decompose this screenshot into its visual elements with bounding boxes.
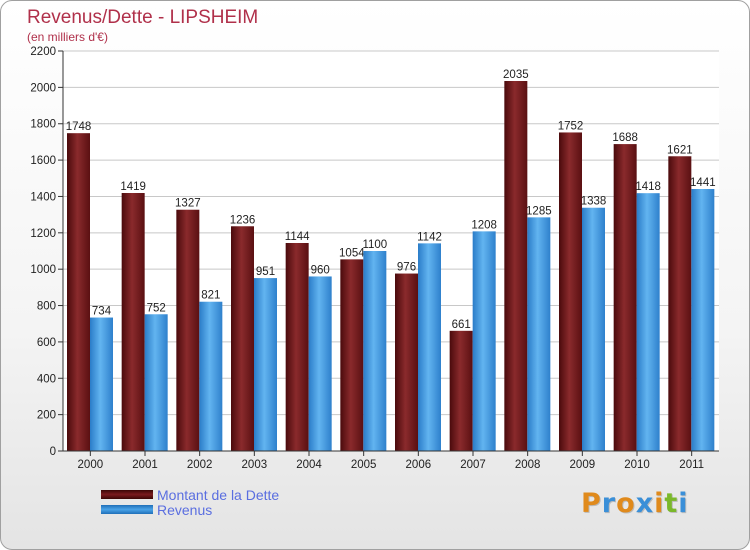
chart-title: Revenus/Dette - LIPSHEIM — [27, 7, 259, 28]
x-tick-label: 2001 — [132, 459, 158, 471]
y-tick-label: 1000 — [30, 264, 56, 276]
legend-label-dette: Montant de la Dette — [157, 486, 280, 503]
proxiti-logo: Proxiti — [581, 488, 689, 519]
y-tick-label: 400 — [37, 373, 56, 385]
data-label: 2035 — [503, 69, 529, 81]
legend: Montant de la Dette Revenus — [101, 486, 280, 518]
plot-area — [63, 51, 719, 451]
x-tick-label: 2006 — [406, 459, 432, 471]
y-tick-label: 1800 — [30, 119, 56, 131]
x-tick-label: 2009 — [570, 459, 596, 471]
bar-revenus — [636, 193, 660, 451]
data-label: 1688 — [612, 132, 638, 144]
bar-revenus — [254, 278, 277, 451]
data-label: 960 — [311, 264, 330, 276]
bar-revenus — [691, 189, 715, 451]
bar-revenus — [363, 251, 387, 451]
bar-dette — [449, 330, 473, 451]
data-label: 976 — [397, 262, 416, 274]
logo-letter: o — [616, 488, 636, 519]
data-label: 752 — [147, 302, 166, 314]
data-label: 1748 — [66, 121, 92, 133]
x-tick-label: 2004 — [296, 459, 322, 471]
data-label: 1054 — [339, 247, 365, 259]
data-label: 1441 — [690, 177, 716, 189]
y-tick-label: 600 — [37, 337, 56, 349]
bar-dette — [395, 273, 418, 451]
bar-dette — [176, 209, 200, 451]
legend-item-revenus: Revenus — [101, 501, 279, 518]
logo-letter: x — [635, 488, 655, 519]
data-label: 1621 — [667, 144, 693, 156]
data-label: 951 — [256, 266, 275, 278]
logo-letter: i — [654, 488, 665, 519]
logo-letter: r — [601, 488, 617, 519]
legend-swatch-revenus — [101, 505, 153, 514]
bar-dette — [67, 133, 90, 451]
data-label: 734 — [92, 306, 112, 318]
chart-subtitle: (en milliers d'€) — [27, 30, 108, 44]
y-tick-label: 800 — [37, 301, 56, 313]
bar-revenus — [418, 243, 441, 451]
y-tick-label: 1600 — [30, 155, 56, 167]
y-tick-label: 0 — [50, 446, 56, 458]
logo-letter: P — [581, 488, 602, 519]
legend-label-revenus: Revenus — [157, 501, 213, 518]
x-tick-label: 2007 — [460, 459, 486, 471]
x-tick-label: 2005 — [351, 459, 377, 471]
data-label: 821 — [201, 290, 220, 302]
bar-dette — [504, 81, 528, 451]
data-label: 1142 — [417, 231, 442, 243]
bar-revenus — [308, 276, 332, 451]
data-label: 1752 — [558, 120, 584, 132]
bar-revenus — [199, 301, 223, 451]
legend-swatch-dette — [101, 490, 153, 499]
x-tick-label: 2000 — [78, 459, 104, 471]
bar-dette — [121, 193, 145, 451]
bar-dette — [340, 259, 364, 451]
data-label: 1285 — [526, 205, 552, 217]
bar-revenus — [90, 317, 113, 451]
y-tick-label: 1400 — [30, 191, 56, 203]
bar-dette — [231, 226, 254, 451]
data-label: 1144 — [285, 231, 310, 243]
bar-revenus — [144, 314, 168, 451]
x-tick-label: 2008 — [515, 459, 541, 471]
x-tick-label: 2011 — [679, 459, 704, 471]
x-tick-label: 2010 — [624, 459, 650, 471]
bar-dette — [613, 144, 637, 451]
legend-item-dette: Montant de la Dette — [101, 486, 280, 503]
x-tick-label: 2002 — [187, 459, 213, 471]
y-tick-label: 2000 — [30, 82, 56, 94]
bar-revenus — [527, 217, 551, 451]
data-label: 1236 — [230, 214, 256, 226]
x-tick-label: 2003 — [242, 459, 268, 471]
y-tick-label: 2200 — [30, 46, 56, 58]
bar-dette — [559, 132, 582, 452]
data-label: 1208 — [471, 219, 497, 231]
data-label: 1100 — [362, 239, 387, 251]
bar-dette — [668, 156, 692, 452]
bar-dette — [285, 243, 309, 451]
data-label: 1419 — [120, 181, 146, 193]
y-tick-label: 1200 — [30, 228, 56, 240]
y-tick-label: 200 — [37, 410, 56, 422]
bar-revenus — [472, 231, 496, 451]
data-label: 661 — [452, 319, 471, 331]
logo-letter: t — [664, 488, 679, 519]
data-label: 1338 — [581, 196, 607, 208]
data-label: 1418 — [635, 181, 661, 193]
data-label: 1327 — [175, 198, 201, 210]
logo-letter: i — [678, 488, 689, 519]
bar-revenus — [582, 207, 605, 451]
